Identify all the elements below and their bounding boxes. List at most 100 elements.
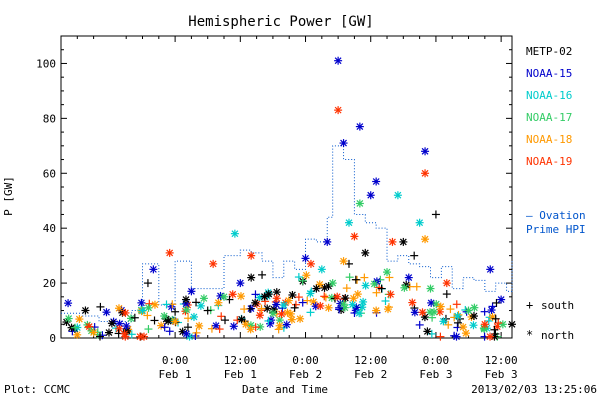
north-point [404, 273, 413, 282]
marker-stroke [82, 307, 89, 314]
y-tick-label: 20 [43, 277, 56, 290]
marker-stroke [362, 282, 370, 289]
north-point [498, 320, 507, 329]
north-point [439, 317, 448, 326]
marker-stroke [284, 309, 291, 317]
marker-stroke [108, 319, 116, 327]
north-point [102, 308, 111, 317]
north-point [237, 315, 246, 324]
marker-stroke [73, 331, 81, 339]
marker-stroke [75, 315, 83, 323]
marker-stroke [359, 298, 367, 306]
marker-stroke [276, 322, 284, 330]
x-tick-time: 12:00 [485, 354, 518, 367]
north-point [73, 330, 82, 339]
south-point [160, 323, 169, 332]
marker-stroke [269, 309, 277, 317]
south-point [442, 290, 451, 299]
north-point [214, 298, 223, 307]
marker-stroke [421, 169, 429, 177]
marker-stroke [465, 307, 472, 314]
x-tick-date: Feb 3 [419, 368, 452, 381]
marker-stroke [345, 219, 353, 227]
marker-stroke [183, 306, 191, 314]
marker-stroke [427, 299, 435, 307]
marker-stroke [238, 315, 246, 323]
marker-stroke [340, 300, 347, 308]
y-tick-label: 40 [43, 222, 56, 235]
south-point [491, 314, 500, 323]
legend-entry: NOAA-16 [526, 89, 572, 102]
south-point [171, 307, 180, 316]
south-point [492, 298, 501, 307]
south-point [342, 284, 351, 293]
y-axis-label: P [GW] [2, 176, 15, 216]
north-point [312, 284, 321, 293]
marker-stroke [486, 333, 494, 341]
marker-stroke [481, 320, 489, 328]
north-point [464, 306, 473, 315]
marker-stroke [273, 294, 281, 302]
south-point [412, 282, 421, 291]
north-point [89, 328, 98, 337]
marker-stroke [168, 316, 176, 324]
south-point [203, 306, 212, 315]
marker-stroke [349, 301, 356, 309]
north-point [355, 122, 364, 131]
marker-stroke [361, 249, 369, 257]
north-point [282, 320, 291, 329]
y-tick-label: 60 [43, 167, 56, 180]
south-point [264, 316, 273, 325]
marker-stroke [489, 313, 496, 321]
marker-stroke [151, 301, 159, 309]
marker-stroke [65, 315, 73, 322]
south-point [144, 325, 153, 334]
marker-stroke [209, 260, 217, 268]
north-point [349, 294, 358, 303]
marker-stroke [470, 304, 478, 312]
marker-stroke [263, 305, 271, 312]
marker-legend-label: south [541, 299, 574, 312]
north-point [241, 320, 250, 329]
y-tick-label: 80 [43, 112, 56, 125]
north-point [430, 308, 439, 317]
marker-stroke [116, 320, 124, 328]
marker-stroke [278, 310, 285, 318]
north-point [149, 265, 158, 274]
north-point [160, 312, 169, 321]
south-point [410, 251, 419, 260]
legend-entry: NOAA-15 [526, 67, 572, 80]
north-point [150, 300, 159, 309]
north-point [358, 303, 367, 312]
north-point [427, 298, 436, 307]
north-point [288, 290, 297, 299]
north-point [255, 311, 264, 320]
plot-credit: Plot: CCMC [4, 383, 70, 396]
north-point [469, 312, 478, 321]
south-point [130, 313, 139, 322]
y-tick-label: 100 [36, 57, 56, 70]
south-point [183, 323, 192, 332]
north-point [272, 300, 281, 309]
south-point [444, 320, 453, 329]
north-point [212, 321, 221, 330]
marker-stroke [367, 191, 375, 199]
marker-stroke [182, 296, 190, 303]
marker-stroke [310, 298, 317, 306]
marker-stroke [229, 290, 237, 298]
marker-stroke [166, 249, 174, 257]
north-point [421, 169, 430, 178]
marker-stroke [190, 313, 198, 321]
marker-stroke [394, 191, 402, 199]
south-point [207, 324, 216, 333]
marker-stroke [312, 285, 320, 293]
north-point [182, 305, 191, 314]
marker-stroke [316, 302, 324, 310]
north-point [209, 259, 218, 268]
north-point [339, 257, 348, 266]
south-point [261, 297, 270, 306]
marker-stroke [289, 291, 296, 299]
south-point [298, 298, 307, 307]
north-point [383, 268, 392, 277]
marker-stroke [423, 327, 431, 335]
